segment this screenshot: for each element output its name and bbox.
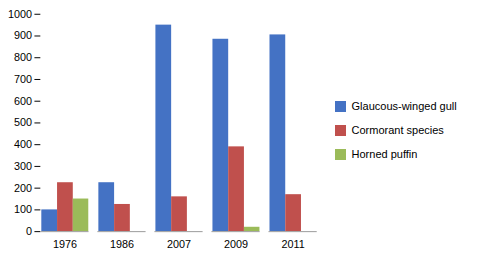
svg-text:300: 300 — [14, 160, 32, 172]
svg-text:100: 100 — [14, 203, 32, 215]
svg-text:1000: 1000 — [8, 8, 32, 20]
svg-text:400: 400 — [14, 138, 32, 150]
svg-text:700: 700 — [14, 73, 32, 85]
svg-text:2011: 2011 — [281, 238, 304, 250]
svg-text:2007: 2007 — [167, 238, 191, 250]
svg-text:200: 200 — [14, 182, 32, 194]
svg-text:0: 0 — [26, 225, 32, 237]
svg-text:2009: 2009 — [224, 238, 248, 250]
svg-text:800: 800 — [14, 51, 32, 63]
svg-text:600: 600 — [14, 95, 32, 107]
svg-text:900: 900 — [14, 29, 32, 41]
html-text:Cormorant species: Cormorant species — [351, 124, 444, 137]
svg-text:1976: 1976 — [53, 238, 77, 250]
html-text:Glaucous-winged gull: Glaucous-winged gull — [351, 100, 457, 113]
svg-text:500: 500 — [14, 116, 32, 128]
svg-text:1986: 1986 — [110, 238, 134, 250]
html-text:Horned puffin: Horned puffin — [351, 148, 418, 161]
